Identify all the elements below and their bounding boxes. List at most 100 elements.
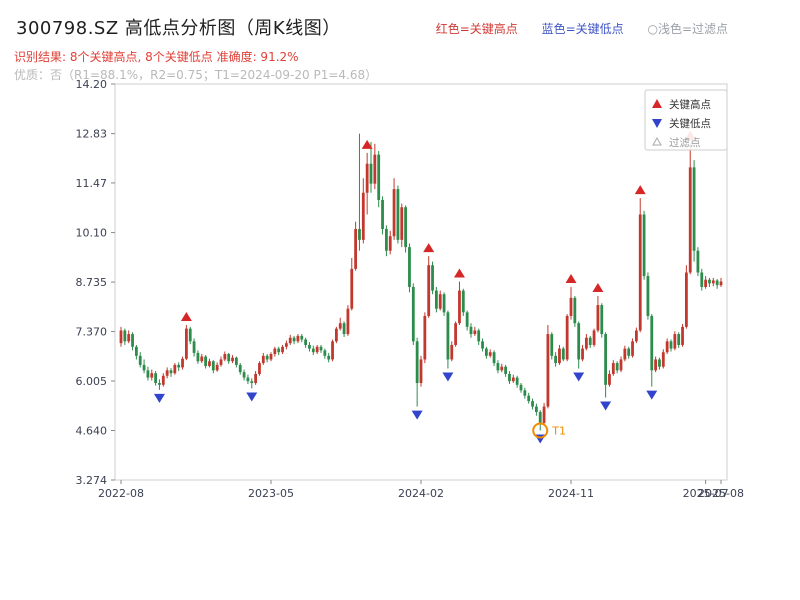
- plot-border: [114, 83, 728, 481]
- key-low-marker: [442, 372, 454, 382]
- candle-body: [150, 373, 154, 378]
- y-tick-label: 10.10: [76, 227, 108, 240]
- candle-body: [523, 390, 527, 396]
- y-tick-label: 7.370: [76, 326, 108, 339]
- key-high-marker: [361, 139, 373, 149]
- candle-body: [119, 330, 123, 344]
- legend-item-label: 过滤点: [669, 136, 701, 149]
- candle-body: [661, 352, 665, 367]
- candle-body: [642, 214, 646, 277]
- candle-body: [354, 228, 358, 269]
- candle-body: [646, 276, 650, 316]
- candle-body: [681, 326, 684, 345]
- candle-body: [192, 341, 196, 353]
- candle-body: [481, 341, 484, 349]
- candle-body: [261, 355, 265, 364]
- candle-body: [688, 167, 692, 273]
- candle-body: [381, 199, 384, 229]
- y-tick-label: 3.274: [76, 474, 108, 487]
- candle-body: [146, 370, 150, 378]
- legend-open-triangle-icon: [652, 136, 662, 146]
- candle-body: [558, 348, 561, 364]
- top-legend: 红色=关键高点 蓝色=关键低点 ○浅色=过滤点: [416, 20, 728, 37]
- candle-body: [604, 334, 608, 385]
- candle-body: [377, 154, 381, 200]
- candle-body: [223, 354, 227, 360]
- candle-body: [211, 361, 215, 371]
- candle-body: [431, 265, 434, 291]
- candle-body: [711, 280, 715, 284]
- candle-body: [196, 352, 200, 362]
- candle-body: [123, 330, 127, 342]
- candle-body: [658, 359, 661, 367]
- candle-body: [454, 323, 458, 345]
- x-tick-label: 2024-02: [398, 487, 444, 500]
- candle-body: [311, 348, 315, 353]
- candle-body: [369, 163, 373, 184]
- candle-body: [534, 406, 538, 413]
- candle-body: [342, 323, 346, 335]
- candle-body: [169, 370, 173, 374]
- t1-circle: [532, 422, 549, 439]
- candle-body: [500, 366, 504, 371]
- candle-body: [361, 192, 365, 240]
- candle-body: [427, 265, 431, 316]
- candle-body: [450, 344, 454, 360]
- candle-body: [461, 290, 465, 313]
- candle-body: [358, 228, 361, 240]
- y-tick-label: 11.47: [76, 177, 108, 190]
- candle-body: [704, 279, 708, 287]
- candle-body: [231, 357, 234, 362]
- chart-legend-box: [644, 89, 728, 151]
- candle-body: [396, 189, 400, 240]
- candle-body: [511, 377, 515, 382]
- candle-body: [708, 279, 711, 284]
- candle-body: [327, 355, 331, 360]
- candle-body: [365, 163, 369, 193]
- candle-body: [323, 350, 327, 356]
- candle-body: [419, 359, 423, 384]
- candle-body: [623, 348, 627, 360]
- candle-body: [158, 383, 161, 385]
- key-low-marker: [646, 390, 658, 400]
- candle-body: [719, 281, 723, 286]
- candle-body: [415, 341, 419, 384]
- key-high-marker: [565, 273, 577, 283]
- candle-body: [538, 412, 542, 423]
- candle-body: [692, 167, 696, 251]
- candle-body: [496, 363, 500, 371]
- legend-key-low-label: 蓝色=关键低点: [541, 22, 624, 36]
- y-tick-label: 6.005: [76, 375, 108, 388]
- candle-body: [592, 330, 596, 345]
- candle-body: [319, 346, 323, 351]
- candle-body: [492, 352, 496, 364]
- candle-body: [184, 328, 188, 359]
- key-high-marker: [180, 312, 192, 322]
- candle-body: [577, 323, 581, 360]
- candle-body: [227, 354, 231, 362]
- candle-body: [573, 297, 577, 324]
- candle-body: [177, 364, 181, 368]
- candle-body: [173, 364, 177, 374]
- quality-text: 优质：否（R1=88.1%，R2=0.75；T1=2024-09-20 P1=4…: [14, 68, 378, 82]
- key-low-marker: [573, 372, 585, 382]
- candle-body: [684, 272, 688, 327]
- candle-body: [331, 341, 334, 360]
- candle-body: [634, 330, 638, 342]
- candle-body: [488, 352, 492, 356]
- candle-body: [519, 384, 523, 391]
- candle-body: [638, 214, 642, 331]
- candle-body: [277, 348, 281, 353]
- candle-body: [696, 250, 700, 273]
- candle-body: [234, 357, 238, 365]
- candle-body: [700, 272, 704, 287]
- candle-body: [238, 364, 242, 373]
- candle-body: [188, 328, 192, 342]
- candle-body: [569, 297, 573, 316]
- legend-item-label: 关键高点: [669, 98, 711, 111]
- candle-body: [473, 330, 477, 335]
- candle-body: [300, 335, 304, 340]
- y-tick-label: 14.20: [76, 78, 108, 91]
- candle-body: [608, 373, 611, 385]
- key-low-marker: [600, 401, 612, 411]
